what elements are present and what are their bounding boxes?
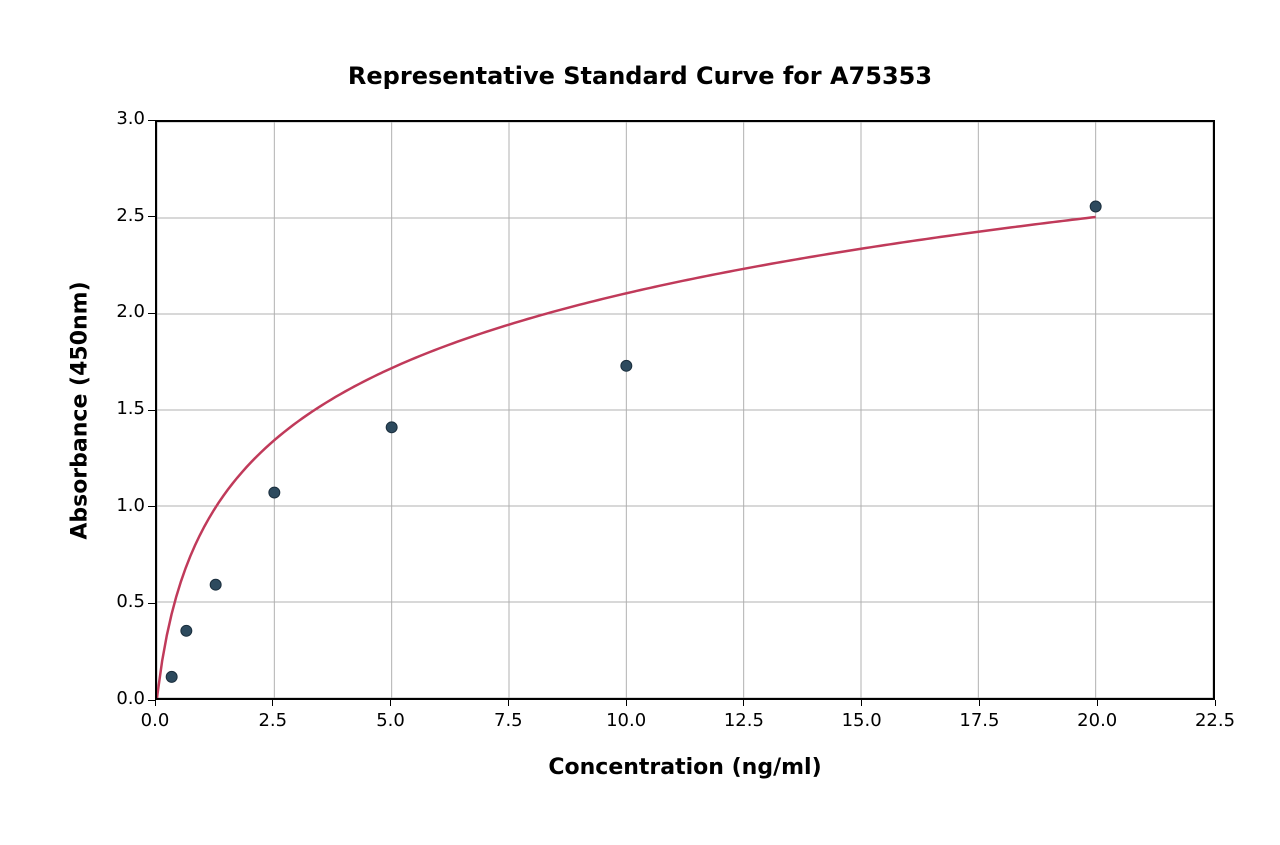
plot-area (155, 120, 1215, 700)
y-tick-mark (148, 700, 155, 701)
x-tick-mark (155, 700, 156, 706)
x-tick-mark (1215, 700, 1216, 706)
y-tick-label: 0.0 (100, 688, 145, 709)
y-tick-label: 2.0 (100, 301, 145, 322)
x-tick-mark (508, 700, 509, 706)
y-tick-mark (148, 603, 155, 604)
x-tick-mark (861, 700, 862, 706)
x-tick-mark (1097, 700, 1098, 706)
y-tick-label: 3.0 (100, 108, 145, 129)
y-tick-mark (148, 506, 155, 507)
y-tick-label: 1.5 (100, 398, 145, 419)
scatter-points (166, 201, 1101, 682)
x-tick-label: 12.5 (714, 710, 774, 731)
y-tick-mark (148, 120, 155, 121)
x-tick-mark (979, 700, 980, 706)
x-tick-mark (390, 700, 391, 706)
y-tick-mark (148, 410, 155, 411)
y-axis-label: Absorbance (450nm) (68, 121, 93, 701)
plot-svg (157, 122, 1213, 698)
x-tick-label: 10.0 (596, 710, 656, 731)
x-tick-label: 17.5 (949, 710, 1009, 731)
x-tick-label: 5.0 (361, 710, 421, 731)
x-tick-mark (626, 700, 627, 706)
x-tick-label: 0.0 (125, 710, 185, 731)
x-tick-label: 7.5 (478, 710, 538, 731)
x-tick-mark (743, 700, 744, 706)
y-tick-mark (148, 313, 155, 314)
x-tick-label: 15.0 (832, 710, 892, 731)
y-tick-label: 1.0 (100, 495, 145, 516)
y-tick-label: 0.5 (100, 591, 145, 612)
x-axis-label: Concentration (ng/ml) (155, 755, 1215, 780)
chart-title: Representative Standard Curve for A75353 (0, 62, 1280, 90)
chart-title-text: Representative Standard Curve for A75353 (348, 62, 932, 90)
x-tick-label: 22.5 (1185, 710, 1245, 731)
x-tick-mark (272, 700, 273, 706)
x-axis-label-text: Concentration (ng/ml) (548, 755, 821, 780)
x-tick-label: 20.0 (1067, 710, 1127, 731)
y-tick-mark (148, 216, 155, 217)
x-tick-label: 2.5 (243, 710, 303, 731)
chart-container: Representative Standard Curve for A75353… (0, 0, 1280, 845)
y-tick-label: 2.5 (100, 205, 145, 226)
y-axis-label-text: Absorbance (450nm) (68, 281, 93, 539)
